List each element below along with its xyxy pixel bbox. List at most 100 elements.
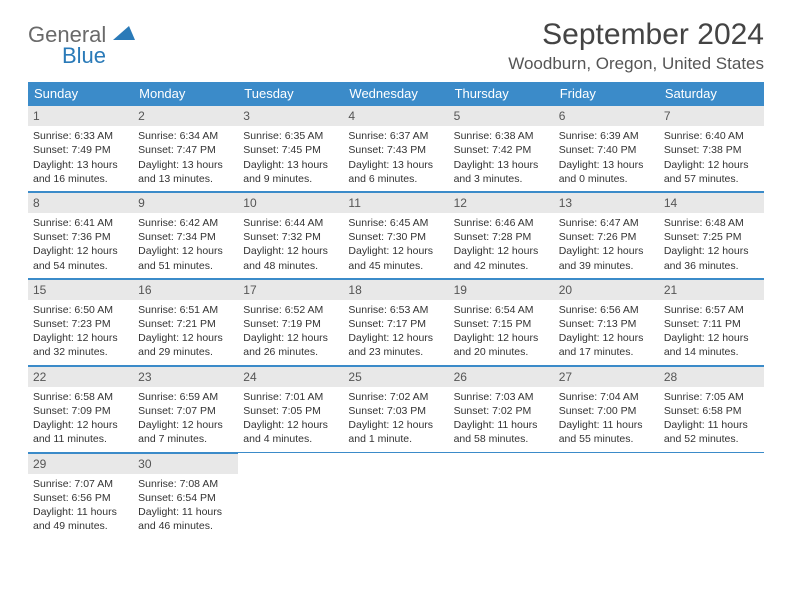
day-body: Sunrise: 6:41 AMSunset: 7:36 PMDaylight:… bbox=[28, 213, 133, 278]
sunset-line: Sunset: 6:58 PM bbox=[664, 404, 759, 418]
calendar-cell: 13Sunrise: 6:47 AMSunset: 7:26 PMDayligh… bbox=[554, 191, 659, 278]
day-header: Friday bbox=[554, 82, 659, 105]
day-body: Sunrise: 6:56 AMSunset: 7:13 PMDaylight:… bbox=[554, 300, 659, 365]
sunset-line: Sunset: 7:13 PM bbox=[559, 317, 654, 331]
sunset-line: Sunset: 7:45 PM bbox=[243, 143, 338, 157]
sunrise-line: Sunrise: 6:52 AM bbox=[243, 303, 338, 317]
day-number: 10 bbox=[238, 192, 343, 213]
sunrise-line: Sunrise: 6:44 AM bbox=[243, 216, 338, 230]
logo-word2: Blue bbox=[62, 43, 135, 69]
day-number: 23 bbox=[133, 366, 238, 387]
day-number: 18 bbox=[343, 279, 448, 300]
day-body: Sunrise: 6:46 AMSunset: 7:28 PMDaylight:… bbox=[449, 213, 554, 278]
calendar-cell: 28Sunrise: 7:05 AMSunset: 6:58 PMDayligh… bbox=[659, 365, 764, 452]
day-number: 27 bbox=[554, 366, 659, 387]
sunset-line: Sunset: 7:11 PM bbox=[664, 317, 759, 331]
sunset-line: Sunset: 7:28 PM bbox=[454, 230, 549, 244]
day-number: 5 bbox=[449, 105, 554, 126]
sunrise-line: Sunrise: 6:35 AM bbox=[243, 129, 338, 143]
sunrise-line: Sunrise: 6:42 AM bbox=[138, 216, 233, 230]
calendar-cell bbox=[343, 452, 448, 538]
sunrise-line: Sunrise: 6:37 AM bbox=[348, 129, 443, 143]
daylight-line: Daylight: 12 hours and 11 minutes. bbox=[33, 418, 128, 446]
sunset-line: Sunset: 7:32 PM bbox=[243, 230, 338, 244]
sunrise-line: Sunrise: 6:47 AM bbox=[559, 216, 654, 230]
sunrise-line: Sunrise: 6:40 AM bbox=[664, 129, 759, 143]
calendar-cell: 22Sunrise: 6:58 AMSunset: 7:09 PMDayligh… bbox=[28, 365, 133, 452]
daylight-line: Daylight: 13 hours and 3 minutes. bbox=[454, 158, 549, 186]
day-number: 26 bbox=[449, 366, 554, 387]
logo-triangle-icon bbox=[113, 24, 135, 45]
day-number: 11 bbox=[343, 192, 448, 213]
sunset-line: Sunset: 7:25 PM bbox=[664, 230, 759, 244]
day-number: 2 bbox=[133, 105, 238, 126]
sunset-line: Sunset: 7:30 PM bbox=[348, 230, 443, 244]
day-number: 12 bbox=[449, 192, 554, 213]
calendar-cell: 21Sunrise: 6:57 AMSunset: 7:11 PMDayligh… bbox=[659, 278, 764, 365]
sunrise-line: Sunrise: 7:08 AM bbox=[138, 477, 233, 491]
sunrise-line: Sunrise: 6:45 AM bbox=[348, 216, 443, 230]
sunset-line: Sunset: 7:49 PM bbox=[33, 143, 128, 157]
sunrise-line: Sunrise: 6:48 AM bbox=[664, 216, 759, 230]
sunset-line: Sunset: 6:54 PM bbox=[138, 491, 233, 505]
sunrise-line: Sunrise: 6:51 AM bbox=[138, 303, 233, 317]
calendar-cell: 8Sunrise: 6:41 AMSunset: 7:36 PMDaylight… bbox=[28, 191, 133, 278]
day-body: Sunrise: 6:59 AMSunset: 7:07 PMDaylight:… bbox=[133, 387, 238, 452]
daylight-line: Daylight: 12 hours and 45 minutes. bbox=[348, 244, 443, 272]
day-body: Sunrise: 6:33 AMSunset: 7:49 PMDaylight:… bbox=[28, 126, 133, 191]
calendar-week: 22Sunrise: 6:58 AMSunset: 7:09 PMDayligh… bbox=[28, 365, 764, 452]
title-block: September 2024 Woodburn, Oregon, United … bbox=[508, 18, 764, 74]
day-number: 14 bbox=[659, 192, 764, 213]
day-body: Sunrise: 7:07 AMSunset: 6:56 PMDaylight:… bbox=[28, 474, 133, 539]
day-body: Sunrise: 6:47 AMSunset: 7:26 PMDaylight:… bbox=[554, 213, 659, 278]
sunrise-line: Sunrise: 6:39 AM bbox=[559, 129, 654, 143]
day-body: Sunrise: 7:05 AMSunset: 6:58 PMDaylight:… bbox=[659, 387, 764, 452]
day-number: 24 bbox=[238, 366, 343, 387]
logo: General Blue bbox=[28, 18, 135, 69]
calendar-cell: 20Sunrise: 6:56 AMSunset: 7:13 PMDayligh… bbox=[554, 278, 659, 365]
calendar-cell: 26Sunrise: 7:03 AMSunset: 7:02 PMDayligh… bbox=[449, 365, 554, 452]
sunset-line: Sunset: 7:26 PM bbox=[559, 230, 654, 244]
day-body: Sunrise: 6:37 AMSunset: 7:43 PMDaylight:… bbox=[343, 126, 448, 191]
calendar-cell: 9Sunrise: 6:42 AMSunset: 7:34 PMDaylight… bbox=[133, 191, 238, 278]
sunset-line: Sunset: 7:43 PM bbox=[348, 143, 443, 157]
calendar-cell: 23Sunrise: 6:59 AMSunset: 7:07 PMDayligh… bbox=[133, 365, 238, 452]
calendar-cell: 16Sunrise: 6:51 AMSunset: 7:21 PMDayligh… bbox=[133, 278, 238, 365]
daylight-line: Daylight: 12 hours and 39 minutes. bbox=[559, 244, 654, 272]
calendar-cell bbox=[659, 452, 764, 538]
day-number: 19 bbox=[449, 279, 554, 300]
daylight-line: Daylight: 13 hours and 9 minutes. bbox=[243, 158, 338, 186]
sunrise-line: Sunrise: 7:03 AM bbox=[454, 390, 549, 404]
calendar-cell: 17Sunrise: 6:52 AMSunset: 7:19 PMDayligh… bbox=[238, 278, 343, 365]
day-number: 25 bbox=[343, 366, 448, 387]
sunset-line: Sunset: 7:47 PM bbox=[138, 143, 233, 157]
calendar-cell: 24Sunrise: 7:01 AMSunset: 7:05 PMDayligh… bbox=[238, 365, 343, 452]
day-body: Sunrise: 7:08 AMSunset: 6:54 PMDaylight:… bbox=[133, 474, 238, 539]
calendar-body: 1Sunrise: 6:33 AMSunset: 7:49 PMDaylight… bbox=[28, 105, 764, 538]
day-number: 7 bbox=[659, 105, 764, 126]
day-body: Sunrise: 6:39 AMSunset: 7:40 PMDaylight:… bbox=[554, 126, 659, 191]
calendar-cell: 4Sunrise: 6:37 AMSunset: 7:43 PMDaylight… bbox=[343, 105, 448, 191]
day-body: Sunrise: 7:01 AMSunset: 7:05 PMDaylight:… bbox=[238, 387, 343, 452]
sunset-line: Sunset: 7:15 PM bbox=[454, 317, 549, 331]
sunset-line: Sunset: 7:00 PM bbox=[559, 404, 654, 418]
daylight-line: Daylight: 12 hours and 17 minutes. bbox=[559, 331, 654, 359]
sunrise-line: Sunrise: 6:38 AM bbox=[454, 129, 549, 143]
location: Woodburn, Oregon, United States bbox=[508, 54, 764, 74]
day-number: 13 bbox=[554, 192, 659, 213]
calendar-cell: 18Sunrise: 6:53 AMSunset: 7:17 PMDayligh… bbox=[343, 278, 448, 365]
calendar-cell: 30Sunrise: 7:08 AMSunset: 6:54 PMDayligh… bbox=[133, 452, 238, 538]
sunrise-line: Sunrise: 6:54 AM bbox=[454, 303, 549, 317]
day-number: 8 bbox=[28, 192, 133, 213]
day-number: 28 bbox=[659, 366, 764, 387]
day-body: Sunrise: 6:38 AMSunset: 7:42 PMDaylight:… bbox=[449, 126, 554, 191]
daylight-line: Daylight: 13 hours and 6 minutes. bbox=[348, 158, 443, 186]
day-number: 6 bbox=[554, 105, 659, 126]
day-body: Sunrise: 6:45 AMSunset: 7:30 PMDaylight:… bbox=[343, 213, 448, 278]
calendar-cell: 19Sunrise: 6:54 AMSunset: 7:15 PMDayligh… bbox=[449, 278, 554, 365]
day-body: Sunrise: 6:54 AMSunset: 7:15 PMDaylight:… bbox=[449, 300, 554, 365]
daylight-line: Daylight: 12 hours and 23 minutes. bbox=[348, 331, 443, 359]
daylight-line: Daylight: 12 hours and 51 minutes. bbox=[138, 244, 233, 272]
calendar-cell bbox=[238, 452, 343, 538]
day-header: Thursday bbox=[449, 82, 554, 105]
